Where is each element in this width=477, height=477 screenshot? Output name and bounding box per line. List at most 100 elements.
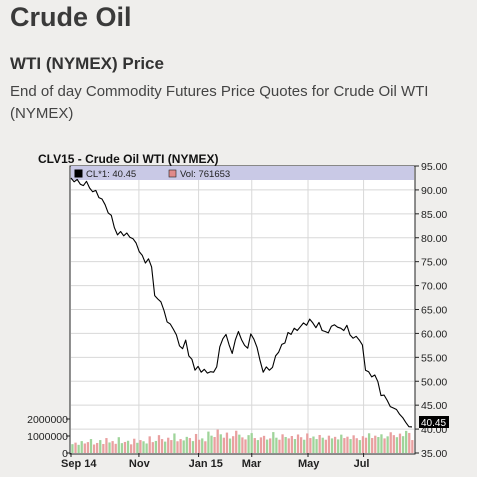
volume-bar bbox=[355, 438, 358, 453]
grid bbox=[71, 180, 414, 453]
volume-bar bbox=[318, 434, 321, 453]
volume-bar bbox=[398, 433, 402, 453]
volume-bar bbox=[309, 438, 312, 453]
legend-item-volume: Vol: 761653 bbox=[168, 169, 230, 180]
volume-bar bbox=[272, 432, 275, 453]
x-tick-label: Sep 14 bbox=[61, 458, 97, 470]
price-tick-label: 75.00 bbox=[421, 257, 447, 269]
price-tick-label: 80.00 bbox=[421, 233, 447, 245]
volume-bar bbox=[346, 436, 349, 453]
volume-bar bbox=[380, 434, 383, 453]
volume-bar bbox=[179, 439, 182, 453]
section-description: End of day Commodity Futures Price Quote… bbox=[10, 83, 429, 122]
axes: 95.00 90.00 85.00 80.00 75.00 70.00 65.00 60.00… bbox=[27, 161, 447, 470]
volume-bar bbox=[408, 432, 411, 453]
volume-tick-label: 1000000 bbox=[27, 431, 68, 443]
volume-bar bbox=[136, 442, 139, 453]
volume-bar bbox=[386, 436, 389, 453]
volume-bar bbox=[330, 438, 334, 453]
last-price-box bbox=[419, 416, 449, 428]
volume-bar bbox=[222, 437, 226, 453]
volume-bar bbox=[293, 439, 297, 453]
x-tick-label: Mar bbox=[242, 458, 262, 470]
volume-bar bbox=[123, 441, 127, 453]
volume-bar bbox=[256, 440, 259, 453]
volume-bar bbox=[108, 442, 111, 453]
price-line bbox=[70, 177, 413, 428]
volume-bar bbox=[111, 441, 114, 453]
volume-bar bbox=[312, 436, 315, 453]
volume-bar bbox=[324, 439, 327, 453]
volume-bar bbox=[281, 434, 284, 453]
volume-bar bbox=[259, 437, 263, 453]
volume-bar bbox=[216, 429, 219, 453]
volume-bar bbox=[389, 432, 392, 453]
volume-tick-label: 0 bbox=[62, 448, 68, 460]
price-tick-label: 45.00 bbox=[421, 400, 447, 412]
legend-swatch-volume bbox=[168, 169, 177, 178]
volume-bar bbox=[395, 437, 399, 453]
last-price-marker: 40.45 bbox=[419, 416, 449, 429]
volume-bar bbox=[340, 434, 343, 453]
volume-bar bbox=[80, 441, 83, 453]
price-tick-label: 60.00 bbox=[421, 328, 447, 340]
volume-bar bbox=[197, 439, 201, 453]
volume-bar bbox=[204, 441, 207, 453]
volume-bar bbox=[315, 439, 318, 453]
legend-swatch-price bbox=[74, 169, 83, 178]
volume-bar bbox=[154, 440, 158, 453]
volume-bar bbox=[299, 437, 303, 453]
volume-bar bbox=[401, 436, 405, 453]
volume-tick-label: 2000000 bbox=[27, 414, 68, 426]
volume-bar bbox=[284, 437, 287, 453]
volume-bar bbox=[157, 435, 161, 453]
volume-bar bbox=[92, 444, 96, 453]
price-line-layer bbox=[70, 177, 413, 428]
volume-bar bbox=[392, 435, 395, 453]
volume-bar bbox=[228, 438, 232, 453]
volume-bar bbox=[167, 437, 170, 453]
volume-bar bbox=[296, 434, 300, 453]
volume-bar bbox=[337, 439, 340, 453]
volume-bar bbox=[86, 442, 90, 453]
volume-bar bbox=[231, 436, 235, 453]
price-tick-label: 35.00 bbox=[421, 448, 447, 460]
volume-bar bbox=[343, 438, 346, 453]
volume-bar bbox=[139, 440, 142, 453]
volume-bar bbox=[201, 438, 204, 453]
volume-bar bbox=[83, 443, 86, 453]
volume-bar bbox=[89, 439, 93, 453]
volume-bar bbox=[148, 436, 151, 453]
page-title: Crude Oil bbox=[10, 2, 132, 32]
section-title: WTI (NYMEX) Price bbox=[10, 54, 164, 73]
price-tick-label: 65.00 bbox=[421, 305, 447, 317]
volume-bar bbox=[349, 439, 352, 453]
volume-bar bbox=[269, 438, 272, 453]
volume-bar bbox=[77, 444, 80, 453]
legend-label-price: CL*1: 40.45 bbox=[86, 169, 136, 180]
volume-bar bbox=[130, 444, 133, 453]
volume-bar bbox=[164, 441, 167, 453]
volume-bar bbox=[120, 443, 124, 453]
volume-bar bbox=[210, 435, 213, 453]
volume-bar bbox=[219, 434, 222, 453]
volume-bar bbox=[102, 443, 105, 453]
legend-label-volume: Vol: 761653 bbox=[180, 169, 230, 180]
volume-bar bbox=[374, 435, 377, 453]
volume-bar bbox=[160, 439, 164, 453]
chart-title: CLV15 - Crude Oil WTI (NYMEX) bbox=[38, 152, 218, 166]
volume-bar bbox=[290, 436, 293, 453]
volume-bar bbox=[275, 437, 278, 453]
volume-bar bbox=[126, 440, 130, 453]
price-tick-label: 55.00 bbox=[421, 352, 447, 364]
volume-bar bbox=[367, 433, 371, 453]
volume-bars bbox=[71, 429, 414, 453]
volume-bar bbox=[247, 435, 250, 453]
volume-bar bbox=[364, 437, 368, 453]
volume-bar bbox=[244, 439, 247, 453]
price-tick-label: 50.00 bbox=[421, 376, 447, 388]
volume-bar bbox=[327, 435, 331, 453]
volume-bar bbox=[265, 439, 269, 453]
volume-bar bbox=[321, 437, 324, 453]
